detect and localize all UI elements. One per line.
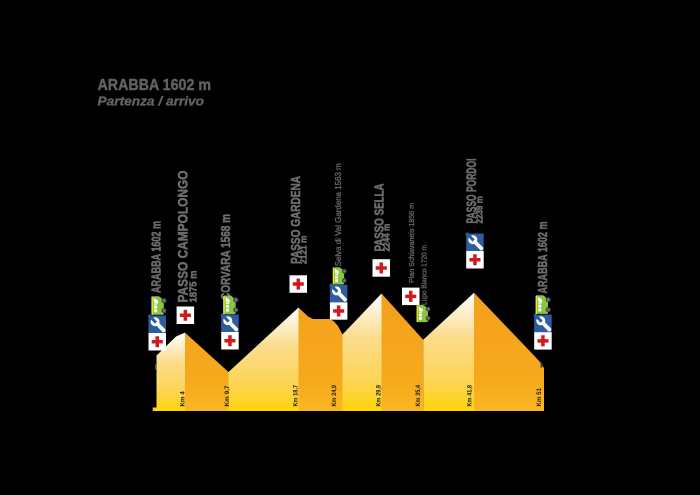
svg-text:Partenza / arrivo: Partenza / arrivo <box>98 94 205 109</box>
svg-text:PASSO GARDENA: PASSO GARDENA <box>288 176 303 264</box>
svg-text:2239 m: 2239 m <box>475 196 485 223</box>
svg-text:Km 4: Km 4 <box>180 391 187 406</box>
svg-text:Lupo Bianco 1720 m: Lupo Bianco 1720 m <box>420 245 429 305</box>
svg-text:Km 18,7: Km 18,7 <box>292 385 299 407</box>
svg-text:Km 29,9: Km 29,9 <box>376 385 383 407</box>
svg-text:2121 m: 2121 m <box>299 236 309 265</box>
svg-text:ARABBA 1602 m: ARABBA 1602 m <box>535 222 550 294</box>
svg-text:Km 24,9: Km 24,9 <box>331 385 338 407</box>
svg-text:Km 41,8: Km 41,8 <box>467 385 474 407</box>
svg-text:ARABBA 1602 m: ARABBA 1602 m <box>98 77 212 94</box>
svg-text:ARABBA 1602 m: ARABBA 1602 m <box>149 221 164 293</box>
svg-text:Km 35,4: Km 35,4 <box>415 385 422 407</box>
svg-text:PASSO SELLA: PASSO SELLA <box>372 183 387 251</box>
svg-text:PASSO PORDOI: PASSO PORDOI <box>463 159 479 224</box>
svg-text:Km 9,7: Km 9,7 <box>224 385 231 406</box>
svg-text:Selva di Val Gardena 1563 m: Selva di Val Gardena 1563 m <box>334 163 343 266</box>
svg-text:Plan Schiavaneis 1856 m: Plan Schiavaneis 1856 m <box>407 203 416 283</box>
svg-text:1875 m: 1875 m <box>189 270 200 302</box>
svg-text:PASSO CAMPOLONGO: PASSO CAMPOLONGO <box>175 170 191 302</box>
svg-text:Km 51: Km 51 <box>536 388 543 407</box>
svg-text:CORVARA 1568 m: CORVARA 1568 m <box>218 214 233 300</box>
svg-text:2244 m: 2244 m <box>382 224 392 252</box>
